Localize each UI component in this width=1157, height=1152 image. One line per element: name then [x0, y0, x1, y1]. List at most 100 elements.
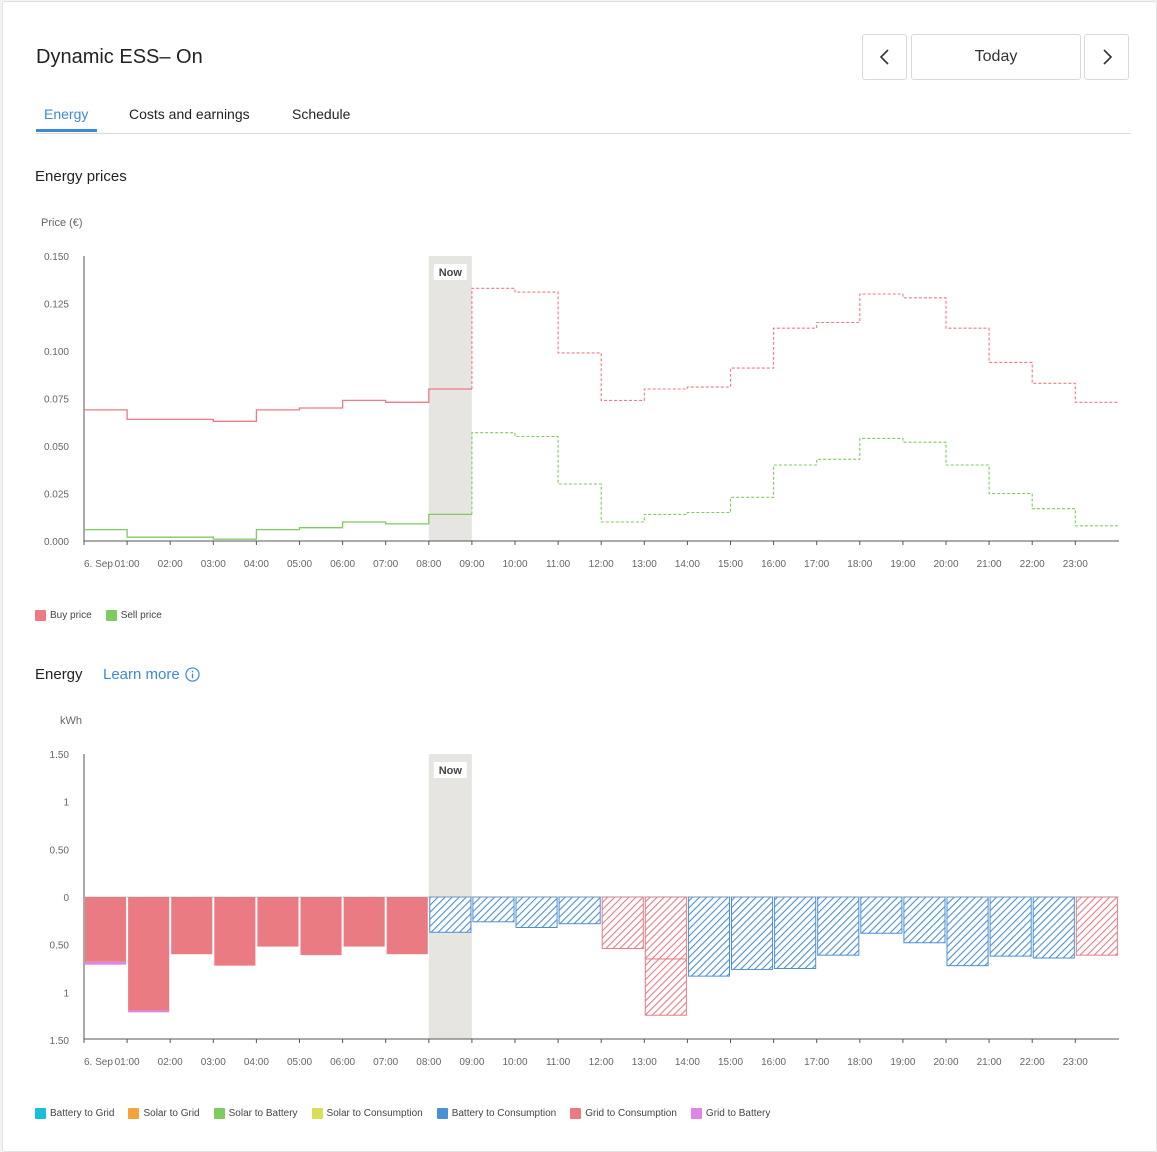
- learn-more-link[interactable]: Learn more: [103, 666, 200, 683]
- chevron-left-icon: [879, 49, 889, 65]
- energy-y-tick: 1: [63, 988, 69, 999]
- energy-x-tick: 02:00: [158, 1057, 183, 1068]
- energy-bar-battery-to-consumption: [687, 896, 731, 977]
- price-y-tick: 0.125: [44, 300, 69, 311]
- energy-y-tick: 0.50: [50, 941, 70, 952]
- prices-section-title: Energy prices: [35, 168, 127, 185]
- energy-bar-battery-to-consumption: [515, 896, 558, 929]
- energy-axis-label: kWh: [60, 715, 82, 727]
- price-legend-buy-price[interactable]: Buy price: [35, 610, 92, 621]
- energy-bar-grid-to-consumption: [214, 897, 256, 966]
- energy-bar-grid-to-consumption--planned-: [644, 958, 687, 1016]
- energy-bar-grid-to-consumption: [644, 896, 687, 960]
- price-x-tick: 08:00: [416, 559, 441, 570]
- price-y-tick: 0.150: [44, 252, 69, 263]
- price-x-tick: 18:00: [847, 559, 872, 570]
- energy-bar-grid-to-battery: [85, 961, 127, 965]
- price-x-tick: 21:00: [977, 559, 1002, 570]
- energy-x-tick: 08:00: [416, 1057, 441, 1068]
- price-x-tick: 17:00: [804, 559, 829, 570]
- energy-x-tick: 17:00: [804, 1057, 829, 1068]
- energy-bar-grid-to-consumption: [601, 896, 644, 949]
- price-x-tick: 16:00: [761, 559, 786, 570]
- energy-legend: Battery to Grid Solar to Grid Solar to Bat…: [35, 1108, 784, 1119]
- price-x-tick: 04:00: [244, 559, 269, 570]
- energy-x-tick: 22:00: [1020, 1057, 1045, 1068]
- legend-swatch: [690, 1108, 702, 1119]
- energy-legend-grid-to-battery[interactable]: Grid to Battery: [690, 1108, 770, 1119]
- energy-bar-grid-to-battery: [128, 1010, 170, 1013]
- energy-y-tick: 0: [63, 893, 69, 904]
- legend-label: Buy price: [50, 610, 92, 621]
- tab-bar: Energy Costs and earnings Schedule: [36, 102, 1131, 134]
- energy-x-tick: 20:00: [933, 1057, 958, 1068]
- tab-energy[interactable]: Energy: [44, 106, 89, 122]
- energy-x-tick: 12:00: [589, 1057, 614, 1068]
- tab-costs-and-earnings[interactable]: Costs and earnings: [129, 106, 250, 122]
- legend-label: Sell price: [120, 610, 162, 621]
- legend-label: Solar to Grid: [143, 1108, 200, 1119]
- legend-label: Solar to Battery: [228, 1108, 298, 1119]
- energy-x-tick: 21:00: [977, 1057, 1002, 1068]
- energy-x-tick: 11:00: [546, 1057, 571, 1068]
- legend-label: Grid to Consumption: [585, 1108, 677, 1119]
- page-title: Dynamic ESS– On: [36, 46, 203, 68]
- price-x-tick: 11:00: [546, 559, 571, 570]
- price-y-tick: 0.025: [44, 490, 69, 501]
- energy-bar-grid-to-consumption: [85, 897, 127, 962]
- tab-active-indicator: [36, 129, 97, 132]
- energy-section-title: Energy: [35, 666, 83, 683]
- price-y-tick: 0.100: [44, 347, 69, 358]
- price-x-tick: 10:00: [502, 559, 527, 570]
- price-y-tick: 0.050: [44, 442, 69, 453]
- energy-bar-battery-to-consumption: [731, 896, 774, 970]
- now-band-prices: [428, 256, 472, 541]
- price-x-tick: 22:00: [1020, 559, 1045, 570]
- price-x-tick: 09:00: [459, 559, 484, 570]
- legend-label: Battery to Consumption: [451, 1108, 557, 1119]
- energy-x-tick: 15:00: [718, 1057, 743, 1068]
- price-line-forecast-sell-price: [471, 432, 1119, 527]
- price-x-tick: 23:00: [1063, 559, 1088, 570]
- energy-x-tick: 05:00: [287, 1057, 312, 1068]
- legend-label: Battery to Grid: [50, 1108, 115, 1119]
- energy-x-tick: 13:00: [632, 1057, 657, 1068]
- energy-bar-battery-to-consumption: [774, 896, 817, 969]
- price-x-tick: 6. Sep: [84, 559, 113, 570]
- charts-svg: Price (€) Now 0.000 0.025 0.050 0.075 0.100 0.1…: [41, 217, 1119, 1068]
- legend-swatch: [570, 1108, 582, 1119]
- price-legend-sell-price[interactable]: Sell price: [105, 610, 162, 621]
- energy-legend-battery-to-grid[interactable]: Battery to Grid: [35, 1108, 114, 1119]
- now-label-energy: Now: [439, 765, 463, 777]
- price-line-sell-price: [84, 513, 472, 540]
- energy-y-tick: 1.50: [50, 750, 70, 761]
- energy-x-tick: 6. Sep: [84, 1057, 113, 1068]
- prices-legend: Buy price Sell price: [35, 610, 176, 621]
- energy-bar-grid-to-consumption: [300, 897, 342, 956]
- price-x-tick: 13:00: [632, 559, 657, 570]
- energy-legend-solar-to-battery[interactable]: Solar to Battery: [213, 1108, 298, 1119]
- energy-bar-battery-to-consumption: [946, 896, 989, 967]
- next-day-button[interactable]: [1084, 34, 1129, 80]
- tab-schedule[interactable]: Schedule: [292, 106, 351, 122]
- energy-bar-battery-to-consumption: [903, 896, 946, 944]
- energy-x-tick: 06:00: [330, 1057, 355, 1068]
- price-x-tick: 02:00: [158, 559, 183, 570]
- energy-x-tick: 03:00: [201, 1057, 226, 1068]
- legend-swatch: [105, 610, 117, 621]
- today-button[interactable]: Today: [911, 34, 1081, 80]
- price-y-tick: 0.075: [44, 395, 69, 406]
- price-y-tick: 0.000: [44, 537, 69, 548]
- learn-more-label: Learn more: [103, 666, 180, 683]
- energy-legend-grid-to-consumption[interactable]: Grid to Consumption: [570, 1108, 677, 1119]
- energy-legend-solar-to-grid[interactable]: Solar to Grid: [128, 1108, 200, 1119]
- energy-x-tick: 10:00: [502, 1057, 527, 1068]
- legend-swatch: [311, 1108, 323, 1119]
- chevron-right-icon: [1102, 49, 1112, 65]
- price-axis-label: Price (€): [41, 217, 83, 229]
- legend-swatch: [436, 1108, 448, 1119]
- prev-day-button[interactable]: [862, 34, 907, 80]
- energy-legend-solar-to-consumption[interactable]: Solar to Consumption: [311, 1108, 423, 1119]
- energy-legend-battery-to-consumption[interactable]: Battery to Consumption: [436, 1108, 557, 1119]
- energy-bar-battery-to-consumption: [989, 896, 1032, 957]
